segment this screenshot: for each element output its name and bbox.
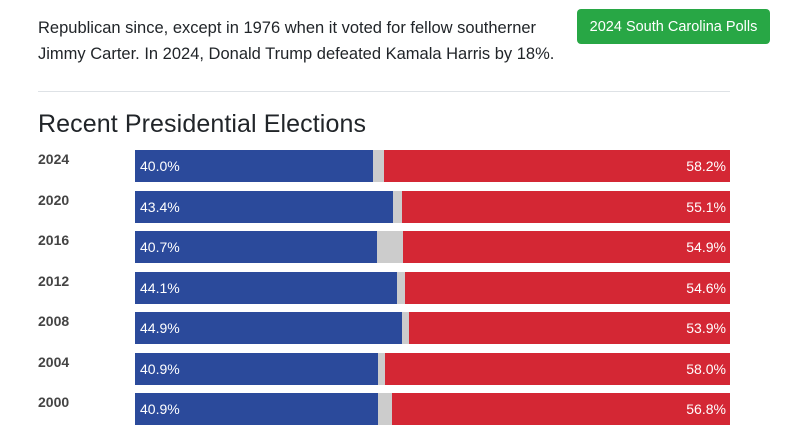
republican-percentage: 58.0% xyxy=(686,360,726,377)
result-bar[interactable]: 44.9% 53.9% xyxy=(135,312,730,344)
republican-segment: 54.6% xyxy=(405,271,730,304)
result-bar[interactable]: 43.4% 55.1% xyxy=(135,190,730,223)
republican-percentage: 54.9% xyxy=(686,239,726,255)
result-bar[interactable]: 40.7% 54.9% xyxy=(135,231,730,263)
democrat-percentage: 44.1% xyxy=(140,279,180,296)
result-bar[interactable]: 40.9% 58.0% xyxy=(135,352,730,385)
republican-segment: 53.9% xyxy=(409,312,730,344)
election-row-2020: 2020 43.4% 55.1% xyxy=(0,190,800,223)
other-segment xyxy=(373,150,384,182)
election-year-label: 2000 xyxy=(38,394,70,410)
republican-segment: 55.1% xyxy=(402,190,730,223)
democrat-segment: 40.9% xyxy=(135,352,379,385)
democrat-segment: 40.0% xyxy=(135,150,373,182)
democrat-percentage: 40.9% xyxy=(140,401,180,417)
intro-paragraph: Republican since, except in 1976 when it… xyxy=(38,18,555,63)
democrat-percentage: 44.9% xyxy=(140,320,180,336)
election-row-2000: 2000 40.9% 56.8% xyxy=(0,393,800,425)
democrat-percentage: 40.9% xyxy=(140,360,180,377)
democrat-segment: 44.1% xyxy=(135,271,398,304)
democrat-percentage: 40.7% xyxy=(140,239,180,255)
democrat-percentage: 43.4% xyxy=(140,198,180,215)
republican-segment: 54.9% xyxy=(403,231,730,263)
section-title: Recent Presidential Elections xyxy=(38,110,367,138)
republican-percentage: 56.8% xyxy=(686,401,726,417)
south-carolina-polls-button[interactable]: 2024 South Carolina Polls xyxy=(577,9,770,44)
result-bar[interactable]: 40.9% 56.8% xyxy=(135,393,730,425)
other-segment xyxy=(378,352,385,385)
democrat-segment: 44.9% xyxy=(135,312,403,344)
democrat-segment: 40.7% xyxy=(135,231,378,263)
election-row-2024: 2024 40.0% 58.2% xyxy=(0,150,800,182)
election-year-label: 2016 xyxy=(38,232,70,248)
republican-percentage: 53.9% xyxy=(686,320,726,336)
other-segment xyxy=(378,393,393,425)
republican-percentage: 54.6% xyxy=(686,279,726,296)
other-segment xyxy=(393,190,403,223)
other-segment xyxy=(377,231,404,263)
section-divider xyxy=(38,91,730,92)
election-year-label: 2012 xyxy=(38,272,70,289)
election-year-label: 2004 xyxy=(38,353,70,370)
other-segment xyxy=(397,271,406,304)
republican-percentage: 55.1% xyxy=(686,198,726,215)
republican-segment: 58.2% xyxy=(383,150,730,182)
election-row-2004: 2004 40.9% 58.0% xyxy=(0,352,800,385)
republican-percentage: 58.2% xyxy=(686,158,726,174)
republican-segment: 56.8% xyxy=(392,393,730,425)
election-row-2016: 2016 40.7% 54.9% xyxy=(0,231,800,263)
democrat-percentage: 40.0% xyxy=(140,158,180,174)
election-row-2012: 2012 44.1% 54.6% xyxy=(0,271,800,304)
democrat-segment: 43.4% xyxy=(135,190,394,223)
election-year-label: 2024 xyxy=(38,151,70,167)
republican-segment: 58.0% xyxy=(384,352,730,385)
election-row-2008: 2008 44.9% 53.9% xyxy=(0,312,800,344)
election-year-label: 2008 xyxy=(38,313,70,329)
democrat-segment: 40.9% xyxy=(135,393,379,425)
election-year-label: 2020 xyxy=(38,191,70,208)
other-segment xyxy=(402,312,410,344)
result-bar[interactable]: 44.1% 54.6% xyxy=(135,271,730,304)
result-bar[interactable]: 40.0% 58.2% xyxy=(135,150,730,182)
